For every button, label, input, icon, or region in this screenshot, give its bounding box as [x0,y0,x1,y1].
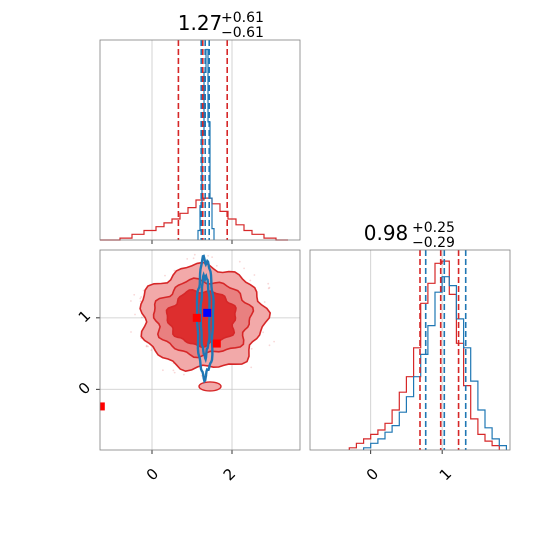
joint-scatter-point [267,287,270,290]
joint-scatter-point [173,269,176,272]
joint-scatter-point [173,371,176,374]
joint-scatter-point [139,300,142,303]
joint-scatter-point [186,258,189,260]
joint-scatter-point [238,260,241,263]
joint-scatter-point [263,301,266,303]
joint-scatter-point [142,289,145,292]
joint-red-marker-2 [100,402,105,411]
param-2-red-histogram [348,260,500,450]
joint-scatter-point [172,369,175,372]
title-param-1-plus: +0.61 [221,10,264,26]
joint-scatter-point [150,349,153,351]
joint-scatter-point [145,345,148,348]
joint-scatter-point [164,274,166,277]
joint-red-marker-1 [212,339,221,348]
joint-scatter-point [250,366,253,369]
joint-scatter-point [249,279,252,282]
joint-scatter-point [133,293,136,296]
joint-blue-marker-0 [203,308,212,317]
joint-contour-panel [96,249,301,454]
joint-scatter-point [267,282,270,285]
joint-scatter-point [250,347,253,350]
joint-scatter-point [273,340,275,343]
y-tick-label-joint-0: 0 [75,379,94,398]
joint-scatter-point [211,256,214,258]
title-param-2-minus: −0.29 [412,235,455,251]
joint-scatter-point [262,331,265,334]
param-1-frame [99,39,301,241]
joint-scatter-point [268,286,271,289]
title-param-1-value: 1.27 [178,11,223,35]
joint-red-marker-0 [192,313,201,322]
joint-scatter-point [134,313,136,316]
joint-plot-area [100,250,300,450]
title-param-2-plus: +0.25 [412,220,455,236]
title-param-1: 1.27 [178,11,223,35]
joint-scatter-point [253,274,256,276]
x-tick-label-param-2-1: 1 [436,465,455,484]
joint-scatter-point [130,300,132,302]
joint-scatter-point [162,369,164,372]
param-1-red-histogram [100,197,288,241]
joint-frame [99,249,301,451]
joint-red-contour-lobe [198,381,222,392]
x-tick-label-joint-2: 2 [220,465,239,484]
histogram-panel-param-1 [99,39,301,244]
joint-scatter-point [243,267,246,270]
x-tick-label-joint-0: 0 [143,465,162,484]
joint-scatter-point [215,264,218,267]
joint-scatter-point [147,345,149,348]
title-param-1-minus: −0.61 [221,25,264,41]
param-2-blue-histogram [363,276,507,450]
param-2-frame [309,249,511,451]
x-tick-label-param-2-0: 0 [363,465,382,484]
joint-scatter-point [207,254,210,257]
histogram-panel-param-2 [309,249,511,454]
y-tick-label-joint-1: 1 [75,307,94,326]
joint-scatter-point [192,257,195,260]
joint-scatter-point [193,253,196,256]
joint-scatter-point [140,296,143,298]
joint-scatter-point [268,344,271,347]
title-param-2-value: 0.98 [364,221,409,245]
joint-scatter-point [183,373,185,376]
joint-scatter-point [130,331,132,333]
joint-scatter-point [141,316,143,319]
joint-scatter-point [139,297,142,300]
joint-scatter-point [145,344,148,347]
